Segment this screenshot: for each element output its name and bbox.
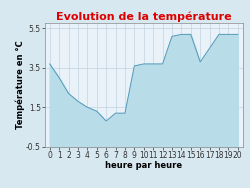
Y-axis label: Température en °C: Température en °C bbox=[15, 40, 24, 129]
X-axis label: heure par heure: heure par heure bbox=[105, 161, 182, 170]
Title: Evolution de la température: Evolution de la température bbox=[56, 11, 232, 22]
